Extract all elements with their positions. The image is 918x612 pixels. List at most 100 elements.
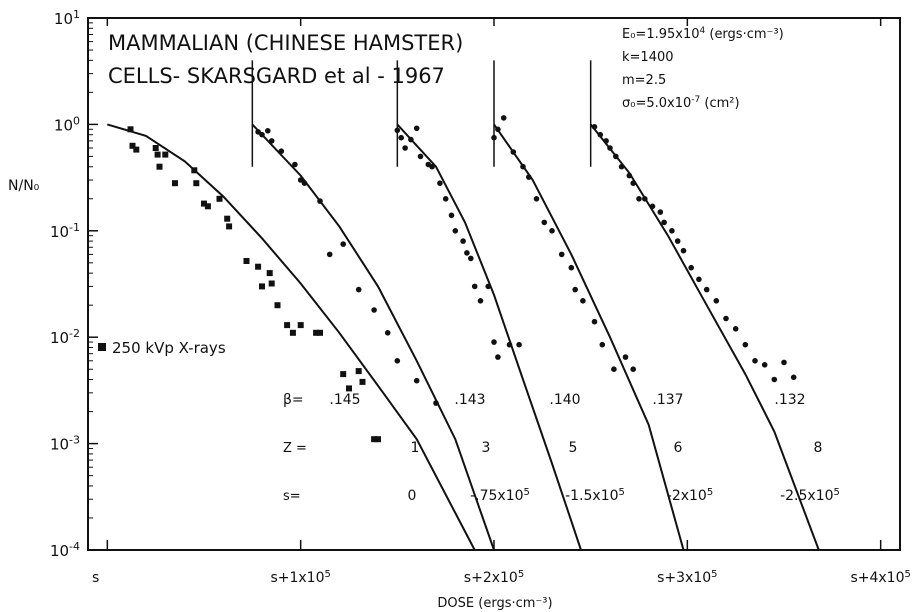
data-point-dot: [301, 180, 308, 186]
data-point-square: [284, 322, 291, 329]
y-tick-label: 10-3: [50, 433, 80, 454]
data-point-dot: [752, 358, 758, 364]
data-point-dot: [326, 251, 333, 258]
series-fit-curve: [589, 123, 820, 551]
data-point-dot: [471, 283, 478, 290]
z-value: 1: [411, 440, 420, 456]
data-point-square: [340, 371, 347, 378]
chart-title-line: CELLS- SKARSGARD et al - 1967: [108, 64, 445, 88]
data-point-dot: [448, 212, 455, 219]
data-point-dot: [398, 134, 405, 141]
data-point-dot: [630, 180, 636, 186]
data-points: [127, 115, 797, 443]
data-point-dot: [355, 286, 362, 293]
data-point-dot: [433, 400, 439, 406]
beta-value: .137: [652, 392, 683, 408]
data-point-square: [313, 329, 320, 336]
data-point-square: [297, 322, 304, 329]
data-point-square: [355, 368, 362, 375]
beta-value: .132: [774, 392, 805, 408]
data-point-square: [162, 151, 169, 158]
data-point-dot: [413, 377, 420, 384]
data-point-square: [152, 145, 159, 151]
data-point-dot: [371, 307, 377, 313]
parameter-text: k=1400: [622, 50, 674, 65]
fit-curves: [107, 60, 820, 551]
data-point-dot: [265, 128, 271, 134]
data-point-dot: [696, 276, 702, 283]
y-tick-label: 100: [54, 114, 80, 135]
data-point-dot: [669, 228, 675, 234]
y-tick-label: 10-2: [50, 327, 80, 348]
data-point-dot: [674, 238, 681, 244]
beta-value: .140: [549, 392, 580, 408]
x-tick-label: s+3x105: [657, 569, 717, 587]
data-point-dot: [477, 298, 484, 304]
data-point-dot: [591, 318, 598, 325]
x-tick-label: s: [92, 570, 99, 586]
data-point-dot: [533, 196, 540, 202]
data-point-dot: [520, 163, 526, 170]
data-point-dot: [611, 366, 617, 373]
s-row-label: s=: [283, 489, 301, 504]
data-point-dot: [549, 228, 555, 234]
data-point-dot: [526, 174, 532, 180]
x-tick-label: s+2x105: [464, 569, 524, 587]
series-fit-curve: [396, 123, 582, 551]
data-point-dot: [259, 131, 265, 138]
data-point-square: [204, 203, 211, 210]
data-point-dot: [771, 376, 778, 383]
data-point-dot: [599, 341, 606, 348]
data-point-dot: [713, 298, 720, 304]
data-point-dot: [500, 115, 507, 121]
data-point-dot: [413, 125, 420, 132]
data-point-dot: [292, 161, 298, 168]
s-value: -1.5x105: [565, 487, 625, 505]
data-point-dot: [464, 250, 470, 256]
data-point-dot: [417, 153, 424, 160]
legend-marker-square: [98, 343, 106, 351]
beta-value: .145: [329, 392, 360, 408]
legend-label: 250 kVp X-rays: [112, 339, 226, 357]
x-axis-label: DOSE (ergs·cm⁻³): [437, 596, 552, 611]
data-point-dot: [402, 145, 408, 151]
data-point-square: [259, 283, 265, 290]
data-point-dot: [613, 153, 619, 160]
data-point-dot: [781, 359, 787, 366]
data-point-square: [243, 258, 250, 264]
data-point-dot: [790, 374, 797, 381]
x-tick-label: s+4x105: [850, 569, 910, 587]
data-point-dot: [297, 177, 304, 183]
parameter-text: E₀=1.95x104 (ergs·cm⁻³): [622, 26, 784, 42]
data-point-dot: [255, 129, 261, 135]
data-point-square: [224, 215, 231, 222]
data-point-dot: [642, 196, 648, 202]
series-fit-curve: [493, 123, 685, 551]
data-point-dot: [506, 341, 513, 348]
data-point-square: [191, 167, 198, 174]
data-point-square: [172, 180, 178, 187]
data-point-dot: [630, 366, 636, 373]
parameter-text: m=2.5: [622, 73, 666, 88]
data-point-dot: [408, 136, 414, 143]
data-point-dot: [657, 209, 664, 215]
data-point-dot: [495, 126, 501, 133]
data-point-dot: [394, 127, 401, 134]
data-point-dot: [340, 241, 347, 247]
data-point-dot: [491, 134, 497, 141]
data-point-square: [226, 223, 233, 230]
data-point-square: [133, 146, 140, 153]
series-fit-curve: [251, 123, 495, 551]
data-point-dot: [317, 198, 323, 204]
data-point-dot: [460, 238, 466, 244]
data-point-dot: [742, 341, 749, 348]
s-value: 0: [408, 488, 417, 504]
beta-value: .143: [454, 392, 485, 408]
data-point-square: [289, 329, 296, 336]
y-tick-label: 101: [54, 8, 80, 29]
data-point-dot: [568, 264, 575, 271]
s-value: -2.5x105: [780, 487, 840, 505]
data-point-dot: [452, 228, 459, 234]
y-tick-label: 10-1: [50, 220, 80, 241]
